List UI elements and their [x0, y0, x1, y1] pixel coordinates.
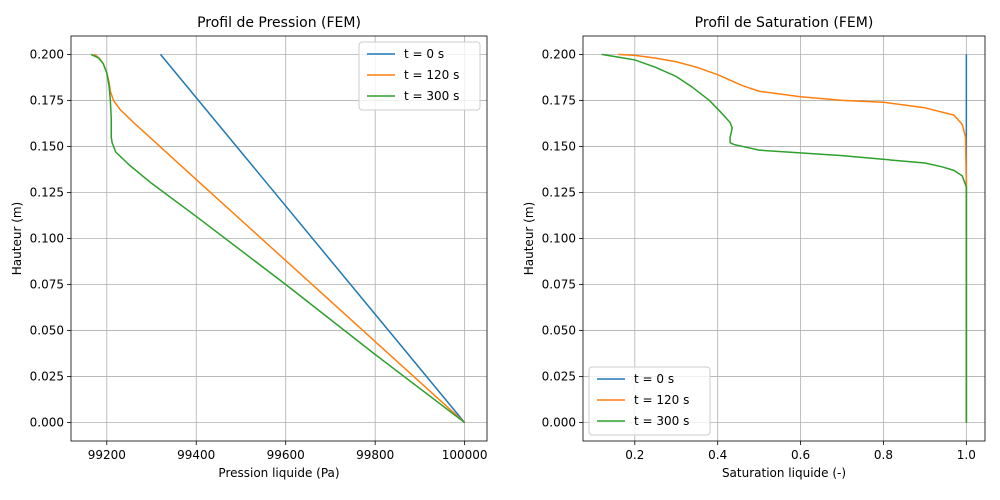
legend-label-0: t = 0 s: [634, 372, 674, 386]
x-tick-label: 0.4: [708, 448, 727, 462]
x-tick-label: 1.0: [957, 448, 976, 462]
y-tick-label: 0.175: [542, 93, 576, 107]
x-tick-label: 0.8: [874, 448, 893, 462]
series-line-2: [601, 53, 968, 423]
y-tick-label: 0.125: [542, 185, 576, 199]
y-tick-label: 0.100: [30, 232, 64, 246]
x-tick-label: 99200: [88, 448, 126, 462]
x-tick-label: 99800: [356, 448, 394, 462]
chart-title: Profil de Pression (FEM): [197, 15, 361, 31]
x-axis-label: Pression liquide (Pa): [218, 466, 339, 480]
y-tick-label: 0.125: [30, 185, 64, 199]
y-tick-label: 0.025: [542, 370, 576, 384]
y-tick-label: 0.175: [30, 93, 64, 107]
y-tick-label: 0.000: [542, 416, 576, 430]
x-tick-label: 99400: [177, 448, 215, 462]
x-axis-label: Saturation liquide (-): [722, 466, 846, 480]
y-tick-label: 0.200: [542, 47, 576, 61]
y-axis-label: Hauteur (m): [522, 202, 536, 275]
legend-label-0: t = 0 s: [404, 47, 444, 61]
legend-box: [588, 366, 711, 436]
y-tick-label: 0.200: [30, 47, 64, 61]
x-tick-label: 100000: [442, 448, 488, 462]
y-tick-label: 0.000: [30, 416, 64, 430]
y-tick-label: 0.050: [542, 324, 576, 338]
y-tick-label: 0.075: [30, 278, 64, 292]
y-tick-label: 0.075: [542, 278, 576, 292]
series-line-2: [90, 53, 466, 424]
series-line-1: [618, 53, 968, 423]
legend-box: [358, 41, 481, 111]
x-tick-label: 99600: [267, 448, 305, 462]
series-line-0: [159, 53, 466, 424]
chart-title: Profil de Saturation (FEM): [695, 15, 874, 31]
legend-label-2: t = 300 s: [404, 89, 459, 103]
y-tick-label: 0.150: [30, 139, 64, 153]
y-tick-label: 0.025: [30, 370, 64, 384]
y-tick-label: 0.150: [542, 139, 576, 153]
y-tick-label: 0.050: [30, 324, 64, 338]
pressure-chart: 99200 99400 99600 99800 100000 0.000 0.025 0.05…: [10, 15, 488, 480]
x-tick-label: 0.2: [625, 448, 644, 462]
y-tick-label: 0.100: [542, 232, 576, 246]
legend: t = 0 s t = 120 s t = 300 s: [358, 41, 481, 111]
legend: t = 0 s t = 120 s t = 300 s: [588, 366, 711, 436]
y-axis-label: Hauteur (m): [10, 202, 24, 275]
saturation-chart: 0.2 0.4 0.6 0.8 1.0 0.000 0.025 0.050 0.075 0.100…: [522, 15, 986, 480]
legend-label-2: t = 300 s: [634, 414, 689, 428]
x-tick-label: 0.6: [791, 448, 810, 462]
legend-label-1: t = 120 s: [404, 68, 459, 82]
legend-label-1: t = 120 s: [634, 393, 689, 407]
